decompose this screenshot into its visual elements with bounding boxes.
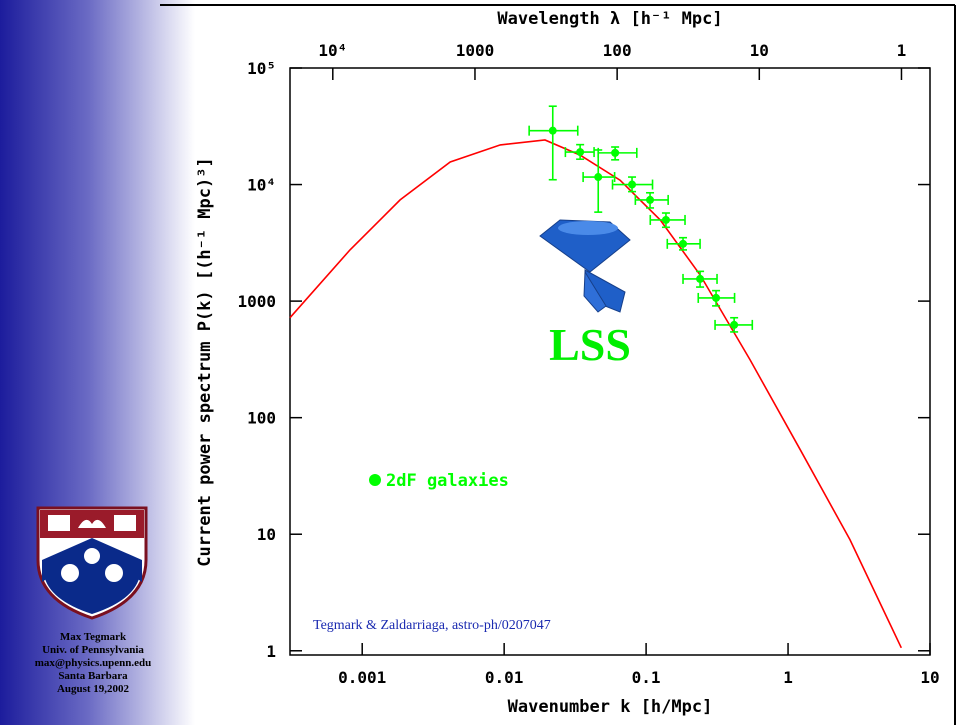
citation: Tegmark & Zaldarriaga, astro-ph/0207047 bbox=[313, 618, 551, 633]
x-tick-label: 0.1 bbox=[632, 668, 661, 687]
model-curve bbox=[289, 139, 903, 649]
lss-label: LSS bbox=[549, 319, 631, 370]
data-point bbox=[628, 180, 637, 189]
x2-tick-label: 100 bbox=[603, 41, 632, 60]
y-tick-label: 10 bbox=[257, 525, 276, 544]
author-info: Univ. of Pennsylvania bbox=[42, 644, 144, 656]
x-tick-label: 0.01 bbox=[485, 668, 524, 687]
data-point bbox=[594, 173, 603, 182]
y-tick-label: 10⁵ bbox=[247, 59, 276, 78]
data-point bbox=[646, 195, 655, 204]
y-tick-label: 1 bbox=[266, 642, 276, 661]
y-tick-label: 100 bbox=[247, 409, 276, 428]
data-point bbox=[576, 148, 585, 157]
y-tick-label: 10⁴ bbox=[247, 176, 276, 195]
plot-frame bbox=[289, 67, 931, 656]
y-tick-label: 1000 bbox=[237, 292, 276, 311]
author-info: Santa Barbara bbox=[58, 670, 128, 682]
x2-axis-label: Wavelength λ [h⁻¹ Mpc] bbox=[497, 9, 722, 29]
y-axis-label: Current power spectrum P(k) [(h⁻¹ Mpc)³] bbox=[195, 157, 215, 566]
data-point bbox=[712, 293, 721, 302]
data-point bbox=[730, 320, 739, 329]
x-tick-label: 1 bbox=[783, 668, 793, 687]
author-info: Max Tegmark bbox=[60, 631, 127, 643]
author-info: August 19,2002 bbox=[57, 683, 130, 695]
lss-icon bbox=[539, 219, 631, 313]
data-point bbox=[548, 126, 557, 135]
legend-label: 2dF galaxies bbox=[386, 471, 509, 491]
data-point bbox=[611, 148, 620, 157]
x-tick-label: 10 bbox=[920, 668, 939, 687]
x-axis-label: Wavenumber k [h/Mpc] bbox=[508, 697, 713, 717]
x2-tick-label: 10 bbox=[750, 41, 769, 60]
author-info: max@physics.upenn.edu bbox=[35, 657, 152, 669]
x-tick-label: 0.001 bbox=[338, 668, 386, 687]
data-point bbox=[661, 215, 670, 224]
legend-marker bbox=[369, 474, 381, 486]
x2-tick-label: 10⁴ bbox=[318, 41, 347, 60]
data-point bbox=[696, 274, 705, 283]
x2-tick-label: 1000 bbox=[456, 41, 495, 60]
data-point bbox=[679, 239, 688, 248]
penn-shield bbox=[36, 506, 148, 620]
x2-tick-label: 1 bbox=[897, 41, 907, 60]
